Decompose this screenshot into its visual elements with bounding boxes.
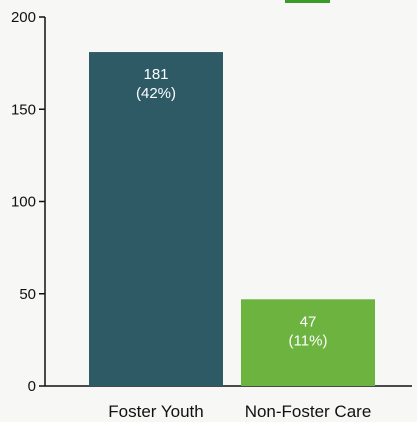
category-label-1: Non-Foster Care	[245, 402, 372, 421]
bar-percent-label-0: (42%)	[136, 85, 176, 102]
category-label-0: Foster Youth	[108, 402, 203, 421]
category-labels: Foster Youth Non-Foster Care	[108, 402, 371, 421]
bar-1	[241, 299, 375, 386]
y-tick-label-150: 150	[11, 101, 36, 118]
y-tick-label-50: 50	[19, 286, 36, 303]
bars: 181 (42%) 47 (11%)	[89, 52, 375, 387]
y-tick-label-0: 0	[28, 378, 36, 395]
bar-0	[89, 52, 223, 387]
bar-percent-label-1: (11%)	[289, 332, 328, 349]
y-tick-label-200: 200	[11, 9, 36, 26]
y-axis-ticks: 0 50 100 150 200	[11, 9, 45, 395]
bar-value-label-0: 181	[143, 66, 168, 83]
bar-value-label-1: 47	[300, 313, 317, 330]
y-tick-label-100: 100	[11, 194, 36, 211]
cropped-title-fragment	[285, 0, 330, 3]
